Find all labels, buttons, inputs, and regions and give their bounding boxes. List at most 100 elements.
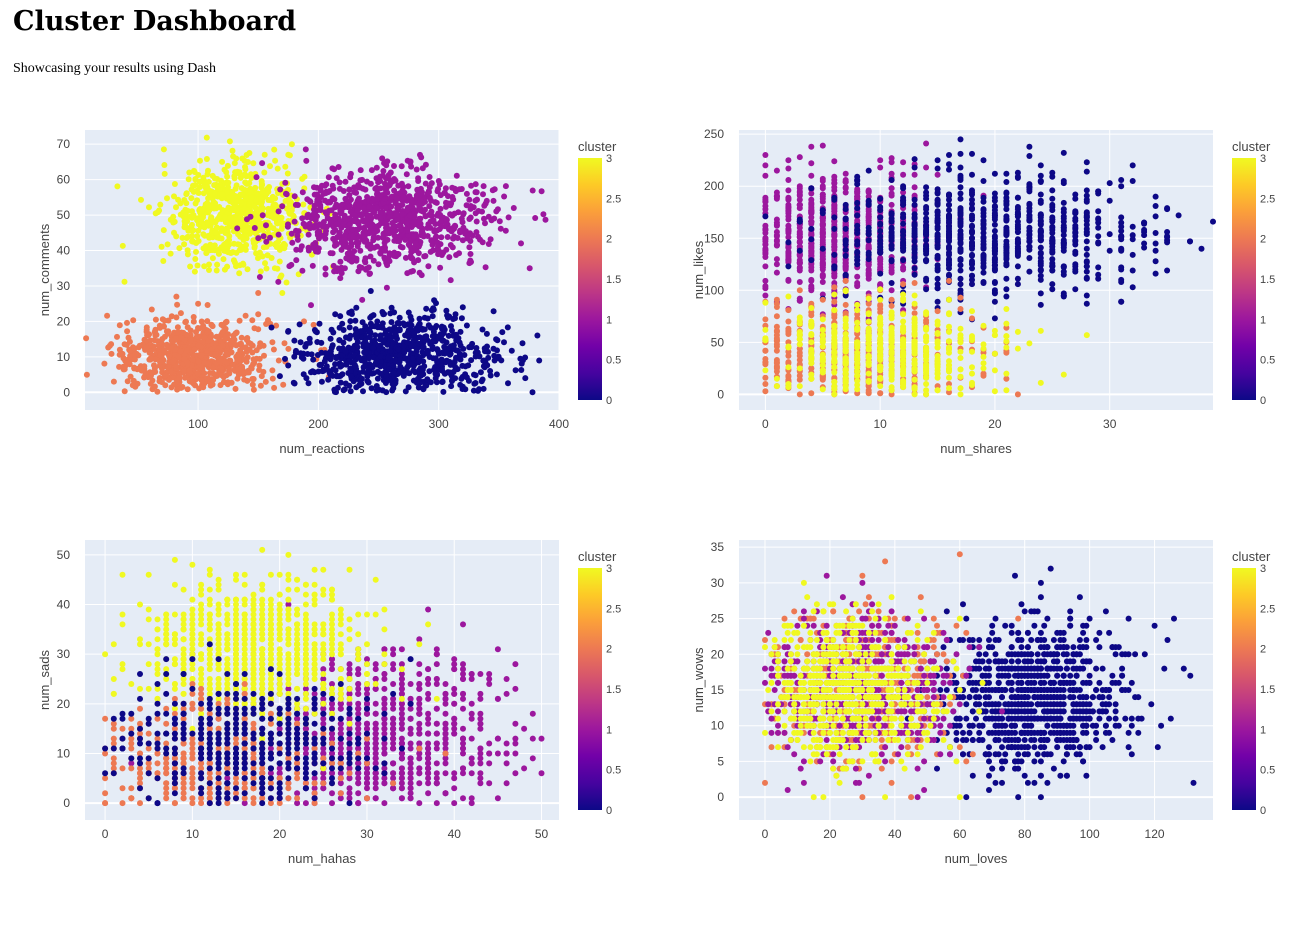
point-cluster-1[interactable] <box>877 165 883 171</box>
point-cluster-0[interactable] <box>969 252 975 258</box>
point-cluster-1[interactable] <box>436 248 442 254</box>
point-cluster-2[interactable] <box>269 367 275 373</box>
point-cluster-1[interactable] <box>293 228 299 234</box>
point-cluster-1[interactable] <box>820 279 826 285</box>
point-cluster-2[interactable] <box>161 347 167 353</box>
point-cluster-1[interactable] <box>417 197 423 203</box>
point-cluster-0[interactable] <box>488 373 494 379</box>
point-cluster-0[interactable] <box>351 378 357 384</box>
point-cluster-2[interactable] <box>223 320 229 326</box>
point-cluster-1[interactable] <box>497 218 503 224</box>
point-cluster-0[interactable] <box>1061 200 1067 206</box>
point-cluster-0[interactable] <box>831 226 837 232</box>
point-cluster-0[interactable] <box>389 319 395 325</box>
point-cluster-1[interactable] <box>480 239 486 245</box>
point-cluster-0[interactable] <box>969 205 975 211</box>
point-cluster-1[interactable] <box>831 273 837 279</box>
point-cluster-0[interactable] <box>1049 230 1055 236</box>
point-cluster-0[interactable] <box>1049 187 1055 193</box>
point-cluster-1[interactable] <box>408 253 414 259</box>
point-cluster-3[interactable] <box>248 175 254 181</box>
point-cluster-1[interactable] <box>425 190 431 196</box>
point-cluster-1[interactable] <box>411 219 417 225</box>
point-cluster-3[interactable] <box>258 268 264 274</box>
point-cluster-0[interactable] <box>1003 238 1009 244</box>
point-cluster-0[interactable] <box>337 325 343 331</box>
point-cluster-2[interactable] <box>153 317 159 323</box>
point-cluster-0[interactable] <box>397 315 403 321</box>
point-cluster-0[interactable] <box>1003 171 1009 177</box>
point-cluster-0[interactable] <box>460 304 466 310</box>
point-cluster-3[interactable] <box>233 218 239 224</box>
point-cluster-0[interactable] <box>417 334 423 340</box>
point-cluster-0[interactable] <box>866 231 872 237</box>
point-cluster-1[interactable] <box>360 186 366 192</box>
point-cluster-1[interactable] <box>785 234 791 240</box>
point-cluster-1[interactable] <box>407 160 413 166</box>
point-cluster-2[interactable] <box>797 287 803 293</box>
point-cluster-0[interactable] <box>877 196 883 202</box>
point-cluster-1[interactable] <box>398 227 404 233</box>
point-cluster-0[interactable] <box>935 233 941 239</box>
point-cluster-1[interactable] <box>306 248 312 254</box>
point-cluster-3[interactable] <box>247 189 253 195</box>
point-cluster-1[interactable] <box>288 262 294 268</box>
point-cluster-0[interactable] <box>1164 233 1170 239</box>
point-cluster-1[interactable] <box>382 256 388 262</box>
point-cluster-0[interactable] <box>946 246 952 252</box>
point-cluster-1[interactable] <box>358 167 364 173</box>
point-cluster-0[interactable] <box>831 252 837 258</box>
point-cluster-3[interactable] <box>290 213 296 219</box>
point-cluster-2[interactable] <box>249 317 255 323</box>
point-cluster-1[interactable] <box>481 216 487 222</box>
point-cluster-2[interactable] <box>169 313 175 319</box>
point-cluster-1[interactable] <box>299 243 305 249</box>
point-cluster-0[interactable] <box>1003 190 1009 196</box>
point-cluster-1[interactable] <box>302 222 308 228</box>
point-cluster-1[interactable] <box>464 235 470 241</box>
point-cluster-0[interactable] <box>889 229 895 235</box>
point-cluster-3[interactable] <box>274 244 280 250</box>
point-cluster-3[interactable] <box>161 227 167 233</box>
point-cluster-0[interactable] <box>935 209 941 215</box>
point-cluster-3[interactable] <box>185 251 191 257</box>
point-cluster-3[interactable] <box>262 152 268 158</box>
point-cluster-1[interactable] <box>443 247 449 253</box>
point-cluster-1[interactable] <box>407 213 413 219</box>
point-cluster-0[interactable] <box>1153 271 1159 277</box>
point-cluster-2[interactable] <box>843 278 849 284</box>
point-cluster-0[interactable] <box>530 389 536 395</box>
point-cluster-1[interactable] <box>293 247 299 253</box>
point-cluster-1[interactable] <box>831 244 837 250</box>
point-cluster-1[interactable] <box>808 214 814 220</box>
point-cluster-2[interactable] <box>785 359 791 365</box>
point-cluster-2[interactable] <box>195 301 201 307</box>
point-cluster-2[interactable] <box>866 301 872 307</box>
point-cluster-0[interactable] <box>958 262 964 268</box>
point-cluster-1[interactable] <box>866 276 872 282</box>
point-cluster-0[interactable] <box>923 223 929 229</box>
point-cluster-1[interactable] <box>866 187 872 193</box>
point-cluster-0[interactable] <box>353 366 359 372</box>
point-cluster-0[interactable] <box>958 207 964 213</box>
point-cluster-1[interactable] <box>831 237 837 243</box>
point-cluster-0[interactable] <box>505 380 511 386</box>
point-cluster-0[interactable] <box>1061 269 1067 275</box>
point-cluster-1[interactable] <box>234 225 240 231</box>
point-cluster-0[interactable] <box>331 387 337 393</box>
point-cluster-0[interactable] <box>387 335 393 341</box>
point-cluster-0[interactable] <box>1038 234 1044 240</box>
point-cluster-0[interactable] <box>1038 200 1044 206</box>
point-cluster-2[interactable] <box>188 328 194 334</box>
point-cluster-0[interactable] <box>958 136 964 142</box>
point-cluster-0[interactable] <box>923 251 929 257</box>
point-cluster-1[interactable] <box>299 268 305 274</box>
point-cluster-3[interactable] <box>211 206 217 212</box>
point-cluster-1[interactable] <box>381 185 387 191</box>
point-cluster-0[interactable] <box>958 165 964 171</box>
point-cluster-0[interactable] <box>946 232 952 238</box>
point-cluster-1[interactable] <box>285 221 291 227</box>
point-cluster-0[interactable] <box>340 340 346 346</box>
point-cluster-3[interactable] <box>183 191 189 197</box>
point-cluster-1[interactable] <box>366 204 372 210</box>
